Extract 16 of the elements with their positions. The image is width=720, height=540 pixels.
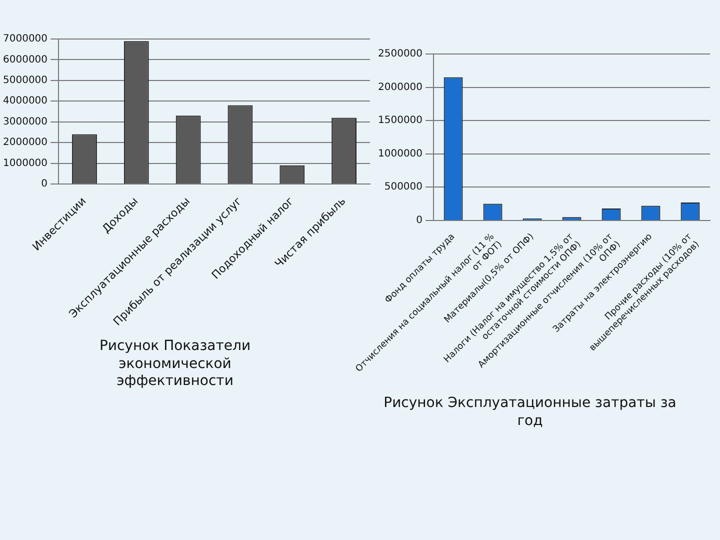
text: Рисунок Показатели экономической эффективности: [98, 338, 252, 390]
y-tick-label: 3000000: [2, 116, 48, 128]
y-tick-label: 4000000: [2, 96, 48, 107]
y-tick-label: 1500000: [378, 115, 423, 126]
text: Рисунок Эксплуатационные затраты за год: [382, 395, 678, 430]
y-tick-label: 1000000: [2, 158, 48, 169]
y-tick-label: 0: [41, 178, 48, 190]
y-tick-label: 2500000: [378, 48, 423, 60]
y-tick-label: 7000000: [2, 34, 48, 45]
y-tick-label: 500000: [384, 182, 423, 193]
y-tick-label: 5000000: [2, 75, 48, 86]
y-tick-label: 2000000: [378, 82, 423, 93]
y-tick-label: 0: [416, 215, 423, 226]
y-tick-label: 2000000: [2, 137, 48, 148]
y-tick-label: 1000000: [378, 148, 423, 160]
y-tick-label: 6000000: [2, 54, 48, 66]
